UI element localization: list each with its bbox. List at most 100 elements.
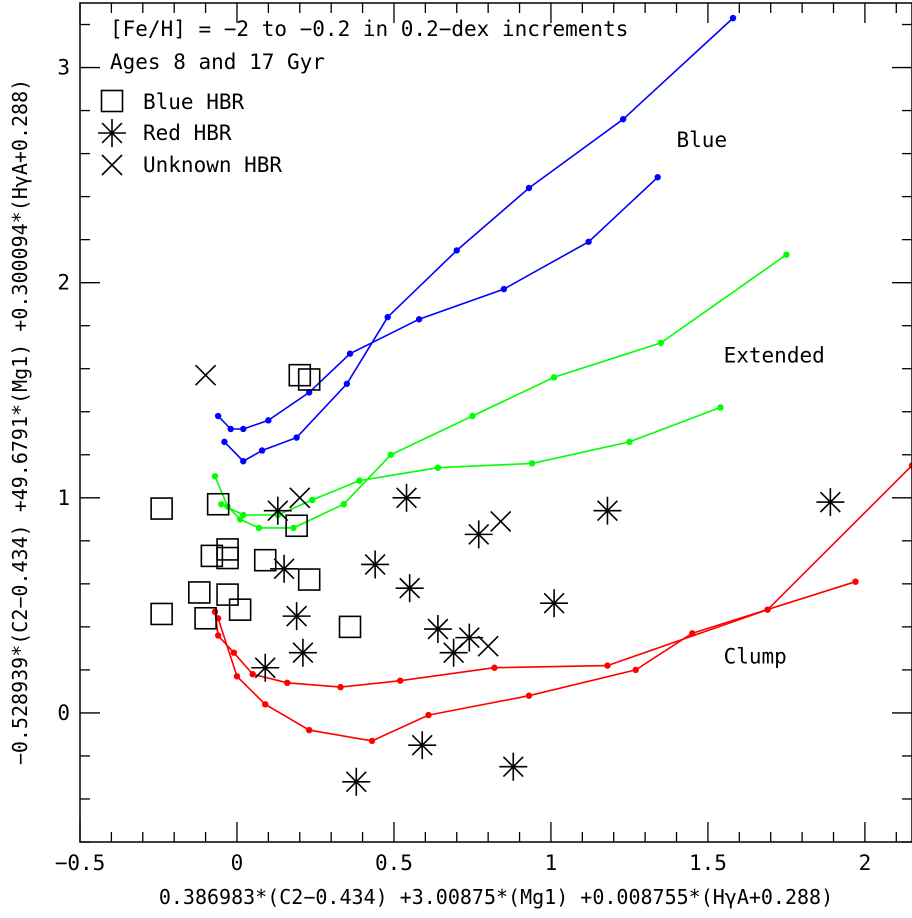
model-point (626, 438, 633, 446)
model-point (290, 524, 297, 532)
data-points (150, 363, 845, 796)
cross-marker (195, 364, 217, 386)
model-point (604, 662, 611, 669)
model-point (230, 649, 238, 656)
model-point (525, 184, 533, 192)
model-point (550, 374, 558, 381)
model-point (356, 477, 363, 484)
annotation-block: [Fe/H] = −2 to −0.2 in 0.2−dex increment… (110, 17, 628, 74)
square-marker (216, 583, 239, 606)
cross-marker (477, 635, 499, 657)
asterisk-marker (263, 496, 292, 525)
axis-ticks (79, 3, 912, 843)
model-point (227, 425, 234, 433)
square-marker (150, 602, 173, 626)
y-axis-label: −0.528939*(C2−0.434) +49.6791*(Mg1) +0.3… (8, 79, 32, 765)
square-marker (194, 606, 217, 630)
x-tick-label: −0.5 (55, 851, 106, 875)
model-point (387, 451, 395, 458)
x-tick-label: 0.5 (375, 851, 413, 875)
x-tick-label: 1 (545, 851, 558, 875)
model-point (654, 174, 661, 181)
legend-label-red-hbr: Red HBR (143, 121, 232, 145)
model-point (852, 578, 859, 585)
asterisk-marker (392, 483, 421, 512)
x-tick-label: 2 (859, 851, 872, 875)
model-point (500, 285, 508, 293)
asterisk-marker (342, 767, 371, 796)
model-point (585, 238, 592, 245)
x-tick-label: 1.5 (689, 851, 727, 875)
square-marker (188, 581, 211, 604)
model-point (255, 524, 263, 532)
asterisk-marker (282, 602, 311, 631)
model-point (729, 14, 737, 22)
y-tick-label: 3 (57, 56, 70, 80)
model-point (293, 434, 300, 441)
asterisk-marker (423, 615, 452, 644)
asterisk-marker (270, 554, 299, 583)
y-tick-label: 1 (57, 486, 70, 510)
asterisk-marker (540, 589, 569, 618)
model-point (908, 462, 912, 469)
model-point (240, 425, 247, 433)
model-point (240, 511, 247, 519)
legend-label-unknown-hbr: Unknown HBR (143, 153, 282, 177)
cross-marker (490, 510, 512, 533)
asterisk-marker (464, 520, 493, 549)
square-marker (216, 546, 239, 570)
square-marker (206, 492, 230, 516)
x-axis-label: 0.386983*(C2−0.434) +3.00875*(Mg1) +0.00… (159, 885, 833, 909)
square-marker (297, 368, 321, 391)
region-label-blue: Blue (677, 128, 728, 152)
asterisk-marker (251, 653, 280, 682)
asterisk-marker (593, 496, 622, 525)
region-label-clump: Clump (724, 644, 787, 668)
model-point (258, 447, 266, 454)
asterisk-marker (395, 574, 424, 603)
model-point (783, 251, 790, 258)
model-point (221, 438, 228, 446)
model-point (689, 630, 696, 637)
model-point (657, 339, 665, 347)
y-tick-label: 2 (57, 271, 70, 295)
square-marker (200, 544, 224, 568)
model-point (469, 412, 476, 420)
square-marker (288, 363, 312, 387)
model-line-0 (217, 176, 659, 430)
model-point (240, 458, 247, 465)
model-point (305, 726, 313, 734)
model-point (384, 313, 391, 321)
model-point (305, 389, 313, 396)
model-point (233, 673, 241, 680)
square-marker (228, 598, 252, 621)
asterisk-marker (408, 731, 437, 760)
model-point (214, 632, 222, 639)
model-point (262, 701, 269, 708)
legend-item-red-hbr: Red HBR (98, 119, 232, 147)
model-point (284, 679, 291, 687)
note-ages: Ages 8 and 17 Gyr (110, 50, 325, 74)
cross-marker (289, 487, 311, 509)
model-point (425, 711, 432, 719)
model-point (491, 664, 498, 671)
legend: Blue HBR Red HBR Unknown HBR (98, 89, 282, 177)
square-marker (285, 514, 308, 538)
model-point (368, 737, 376, 745)
model-point (619, 115, 627, 123)
asterisk-marker (816, 488, 845, 517)
model-point (415, 316, 423, 323)
model-point (346, 350, 354, 357)
model-point (265, 417, 272, 424)
square-marker (297, 568, 321, 591)
model-line-5 (217, 580, 856, 742)
y-tick-label: 0 (57, 701, 70, 725)
model-point (249, 671, 256, 678)
model-point (211, 473, 219, 480)
model-point (717, 404, 724, 411)
tick-labels: −0.5 0 0.5 1 1.5 2 0 1 2 3 (55, 56, 872, 875)
model-point (632, 666, 639, 674)
model-line-1 (223, 17, 734, 463)
